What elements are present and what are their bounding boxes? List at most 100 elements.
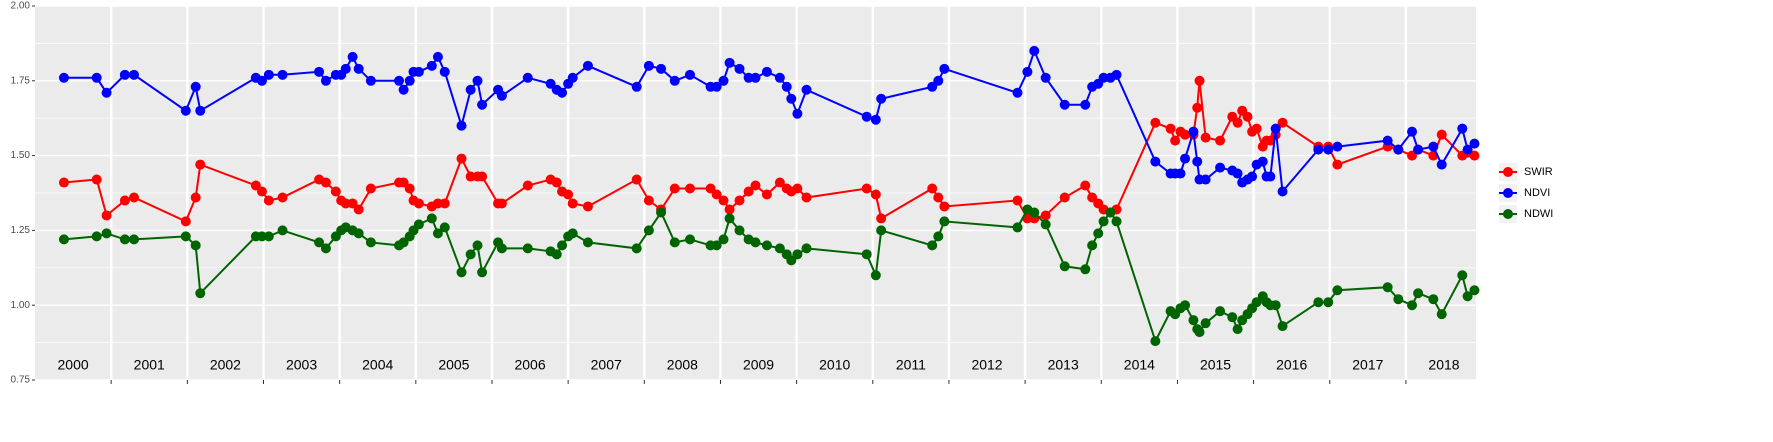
data-point	[1270, 300, 1281, 311]
data-point	[1215, 306, 1226, 317]
year-label: 2015	[1200, 357, 1231, 373]
data-point	[876, 225, 887, 236]
data-point	[180, 231, 191, 242]
data-point	[750, 72, 761, 83]
data-point	[1407, 126, 1418, 137]
data-point	[761, 66, 772, 77]
data-point	[1040, 210, 1051, 221]
data-point	[1200, 174, 1211, 185]
data-point	[472, 75, 483, 86]
data-point	[277, 69, 288, 80]
data-point	[119, 69, 130, 80]
data-point	[426, 60, 437, 71]
data-point	[119, 234, 130, 245]
data-point	[1012, 195, 1023, 206]
data-point	[1180, 129, 1191, 140]
data-point	[1200, 318, 1211, 329]
legend: SWIR NDVI NDWI	[1499, 163, 1553, 223]
data-point	[801, 192, 812, 203]
data-point	[91, 174, 102, 185]
data-point	[1413, 288, 1424, 299]
year-label: 2010	[819, 357, 850, 373]
data-point	[1251, 297, 1262, 308]
data-point	[743, 72, 754, 83]
data-point	[927, 81, 938, 92]
data-point	[933, 75, 944, 86]
data-point	[718, 195, 729, 206]
data-point	[792, 249, 803, 260]
data-point	[669, 237, 680, 248]
data-point	[1093, 228, 1104, 239]
data-point	[939, 63, 950, 74]
data-point	[1436, 129, 1447, 140]
data-point	[1111, 69, 1122, 80]
data-point	[465, 171, 476, 182]
data-point	[582, 201, 593, 212]
data-point	[404, 75, 415, 86]
data-point	[861, 111, 872, 122]
data-point	[774, 72, 785, 83]
data-point	[876, 213, 887, 224]
data-point	[656, 63, 667, 74]
data-point	[801, 84, 812, 95]
legend-point	[1503, 188, 1513, 198]
year-label: 2013	[1048, 357, 1079, 373]
data-point	[101, 87, 112, 98]
data-point	[1469, 150, 1480, 161]
data-point	[801, 243, 812, 254]
year-label: 2000	[58, 357, 89, 373]
data-point	[180, 105, 191, 116]
y-tick-label: 0.75	[11, 375, 31, 386]
data-point	[277, 192, 288, 203]
data-point	[1111, 216, 1122, 227]
data-point	[876, 93, 887, 104]
data-point	[1175, 168, 1186, 179]
data-point	[1170, 135, 1181, 146]
data-point	[1323, 297, 1334, 308]
data-point	[1393, 144, 1404, 155]
data-point	[685, 183, 695, 194]
year-label: 2007	[591, 357, 622, 373]
data-point	[1059, 192, 1070, 203]
data-point	[91, 72, 102, 83]
legend-point	[1503, 209, 1513, 219]
data-point	[496, 90, 507, 101]
data-point	[1192, 156, 1203, 167]
data-point	[1194, 327, 1205, 338]
data-point	[1242, 111, 1253, 122]
data-point	[320, 177, 331, 188]
data-point	[195, 105, 206, 116]
y-tick-label: 1.00	[11, 300, 31, 311]
data-point	[432, 51, 443, 62]
data-point	[669, 75, 680, 86]
data-point	[551, 177, 562, 188]
data-point	[643, 195, 654, 206]
data-point	[1098, 72, 1109, 83]
data-point	[724, 57, 735, 68]
data-point	[1382, 282, 1393, 293]
data-point	[563, 189, 574, 200]
data-point	[933, 192, 944, 203]
data-point	[927, 183, 938, 194]
data-point	[190, 240, 201, 251]
data-point	[1080, 99, 1091, 110]
data-point	[353, 63, 364, 74]
year-label: 2018	[1428, 357, 1459, 373]
data-point	[724, 204, 735, 215]
data-point	[277, 225, 288, 236]
data-point	[1247, 171, 1258, 182]
data-point	[426, 213, 437, 224]
data-point	[761, 189, 772, 200]
data-point	[567, 198, 578, 209]
data-point	[685, 234, 695, 245]
data-point	[439, 198, 450, 209]
data-point	[314, 237, 325, 248]
data-point	[404, 183, 415, 194]
data-point	[1332, 159, 1343, 170]
data-point	[256, 186, 267, 197]
data-point	[870, 270, 881, 281]
data-point	[1040, 219, 1051, 230]
data-point	[263, 231, 274, 242]
data-point	[631, 81, 642, 92]
legend-label: SWIR	[1524, 166, 1553, 178]
